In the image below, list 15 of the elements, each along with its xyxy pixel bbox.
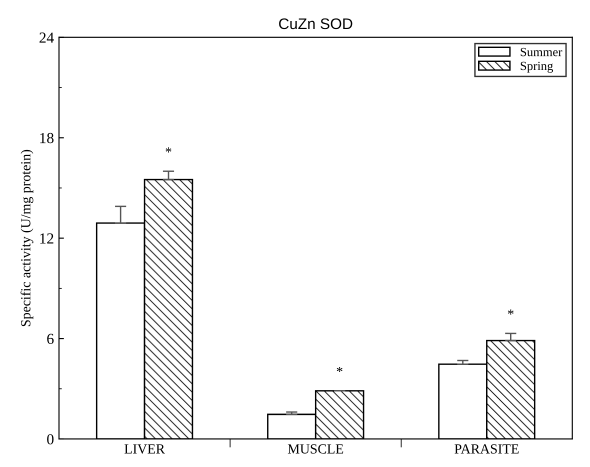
y-tick-label: 0 [47, 434, 54, 444]
annotation: * [508, 310, 514, 315]
legend-label: Summer [520, 48, 562, 56]
y-tick-label: 6 [47, 334, 54, 344]
legend-label: Spring [520, 62, 554, 73]
y-axis-title: Specific activity (U/mg protein) [20, 150, 34, 326]
chart-title: CuZn SOD [279, 18, 352, 30]
x-tick-label: PARASITE [454, 444, 519, 454]
y-tick-label: 18 [40, 132, 54, 144]
annotation: * [336, 366, 342, 372]
y-tick-label: 12 [40, 233, 54, 244]
x-tick-label: MUSCLE [288, 444, 344, 454]
annotation: * [166, 147, 172, 152]
x-tick-label: LIVER [124, 444, 165, 454]
y-tick-label: 24 [40, 32, 54, 43]
